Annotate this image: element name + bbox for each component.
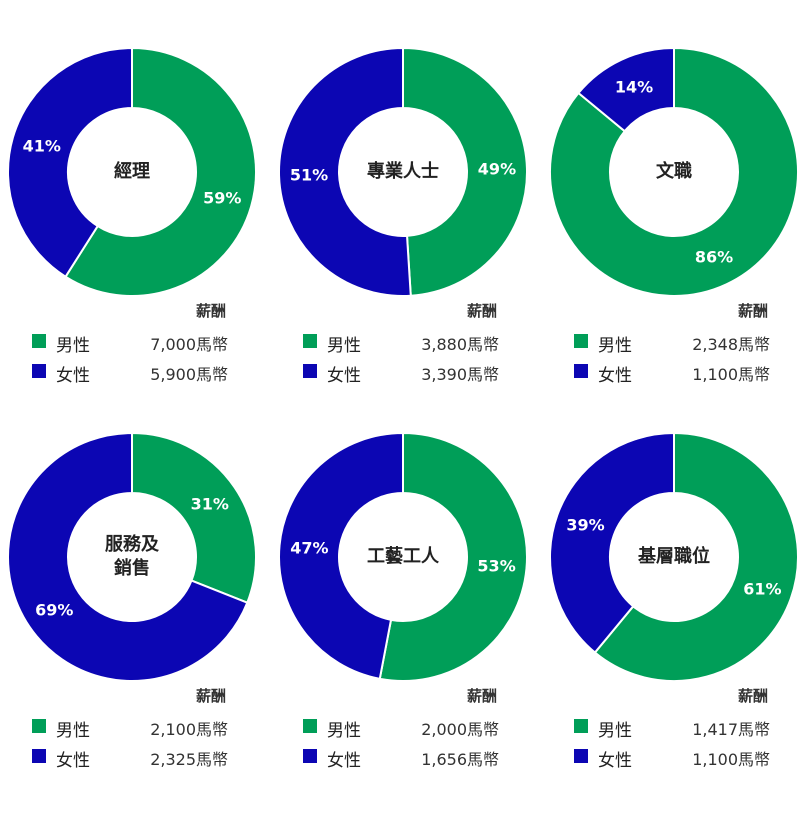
legend-row-male: 男性 2,348馬幣 bbox=[574, 329, 774, 356]
salary-header: 薪酬 bbox=[737, 687, 768, 705]
legend-row-female: 女性 3,390馬幣 bbox=[303, 359, 503, 386]
legend-row-female: 女性 2,325馬幣 bbox=[32, 744, 232, 771]
legend-label-male: 男性 bbox=[56, 721, 90, 741]
male-slice bbox=[549, 46, 799, 297]
legend-row-male: 男性 7,000馬幣 bbox=[32, 329, 232, 356]
legend-row-male: 男性 3,880馬幣 bbox=[303, 329, 503, 356]
chart-panel-managers: 59% 41% 經理 薪酬 男性 7,000馬幣 女性 5,900馬幣 bbox=[2, 42, 262, 422]
donut-chart: 31% 69% bbox=[7, 431, 257, 682]
female-percent-label: 39% bbox=[566, 516, 604, 535]
salary-male: 3,880馬幣 bbox=[421, 335, 499, 354]
center-label: 基層職位 bbox=[638, 546, 710, 567]
male-percent-label: 61% bbox=[743, 579, 781, 598]
salary-header: 薪酬 bbox=[737, 302, 768, 320]
female-percent-label: 51% bbox=[290, 165, 328, 184]
donut-chart: 59% 41% bbox=[7, 46, 257, 297]
salary-female: 2,325馬幣 bbox=[150, 750, 228, 769]
male-percent-label: 59% bbox=[203, 189, 241, 208]
legend-row-female: 女性 1,656馬幣 bbox=[303, 744, 503, 771]
legend-label-female: 女性 bbox=[598, 751, 632, 771]
female-percent-label: 69% bbox=[35, 600, 73, 619]
chart-panel-service-sales: 31% 69% 服務及 銷售 薪酬 男性 2,100馬幣 女性 2,325馬幣 bbox=[2, 427, 262, 807]
female-swatch bbox=[32, 749, 46, 763]
male-percent-label: 31% bbox=[191, 495, 229, 514]
legend-row-female: 女性 1,100馬幣 bbox=[574, 359, 774, 386]
male-slice bbox=[64, 46, 257, 297]
legend-label-male: 男性 bbox=[327, 721, 361, 741]
salary-header: 薪酬 bbox=[466, 687, 497, 705]
male-percent-label: 49% bbox=[478, 160, 516, 179]
salary-male: 1,417馬幣 bbox=[692, 720, 770, 739]
legend-label-male: 男性 bbox=[598, 721, 632, 741]
donut-chart: 53% 47% bbox=[278, 431, 528, 682]
legend-label-female: 女性 bbox=[56, 366, 90, 386]
chart-panel-craft-workers: 53% 47% 工藝工人 薪酬 男性 2,000馬幣 女性 1,656馬幣 bbox=[273, 427, 533, 807]
male-swatch bbox=[32, 334, 46, 348]
salary-header: 薪酬 bbox=[195, 687, 226, 705]
legend-row-male: 男性 2,100馬幣 bbox=[32, 714, 232, 741]
legend-row-male: 男性 2,000馬幣 bbox=[303, 714, 503, 741]
female-swatch bbox=[32, 364, 46, 378]
male-slice bbox=[131, 431, 257, 604]
male-swatch bbox=[574, 334, 588, 348]
center-label: 經理 bbox=[114, 161, 150, 182]
center-label: 文職 bbox=[656, 161, 692, 182]
male-percent-label: 53% bbox=[477, 556, 515, 575]
salary-female: 5,900馬幣 bbox=[150, 365, 228, 384]
female-swatch bbox=[303, 364, 317, 378]
female-slice bbox=[577, 46, 675, 133]
legend-row-female: 女性 1,100馬幣 bbox=[574, 744, 774, 771]
male-slice bbox=[402, 46, 528, 297]
legend-label-female: 女性 bbox=[327, 751, 361, 771]
salary-female: 3,390馬幣 bbox=[421, 365, 499, 384]
donut-chart: 61% 39% bbox=[549, 431, 799, 682]
legend-row-female: 女性 5,900馬幣 bbox=[32, 359, 232, 386]
salary-male: 2,348馬幣 bbox=[692, 335, 770, 354]
legend-label-female: 女性 bbox=[327, 366, 361, 386]
salary-female: 1,100馬幣 bbox=[692, 365, 770, 384]
male-swatch bbox=[32, 719, 46, 733]
female-slice bbox=[7, 46, 133, 279]
legend-label-male: 男性 bbox=[56, 336, 90, 356]
female-swatch bbox=[574, 364, 588, 378]
legend-label-male: 男性 bbox=[327, 336, 361, 356]
female-swatch bbox=[574, 749, 588, 763]
male-swatch bbox=[303, 334, 317, 348]
legend-row-male: 男性 1,417馬幣 bbox=[574, 714, 774, 741]
salary-male: 2,000馬幣 bbox=[421, 720, 499, 739]
center-label: 工藝工人 bbox=[367, 546, 439, 567]
female-swatch bbox=[303, 749, 317, 763]
female-slice bbox=[277, 46, 412, 297]
legend-label-female: 女性 bbox=[56, 751, 90, 771]
center-label: 服務及 銷售 bbox=[105, 534, 159, 579]
female-slice bbox=[278, 431, 404, 680]
male-slice bbox=[378, 431, 528, 682]
chart-panel-elementary: 61% 39% 基層職位 薪酬 男性 1,417馬幣 女性 1,100馬幣 bbox=[544, 427, 800, 807]
salary-male: 7,000馬幣 bbox=[150, 335, 228, 354]
female-percent-label: 47% bbox=[290, 539, 328, 558]
donut-chart: 86% 14% bbox=[549, 46, 799, 297]
salary-header: 薪酬 bbox=[466, 302, 497, 320]
legend-label-male: 男性 bbox=[598, 336, 632, 356]
male-swatch bbox=[574, 719, 588, 733]
female-percent-label: 14% bbox=[615, 77, 653, 96]
salary-female: 1,100馬幣 bbox=[692, 750, 770, 769]
chart-panel-clerical: 86% 14% 文職 薪酬 男性 2,348馬幣 女性 1,100馬幣 bbox=[544, 42, 800, 422]
salary-header: 薪酬 bbox=[195, 302, 226, 320]
center-label: 專業人士 bbox=[367, 161, 439, 182]
female-percent-label: 41% bbox=[23, 136, 61, 155]
male-swatch bbox=[303, 719, 317, 733]
salary-female: 1,656馬幣 bbox=[421, 750, 499, 769]
female-slice bbox=[7, 431, 249, 682]
donut-chart: 49% 51% bbox=[277, 46, 528, 297]
female-slice bbox=[549, 431, 675, 654]
chart-panel-professionals: 49% 51% 專業人士 薪酬 男性 3,880馬幣 女性 3,390馬幣 bbox=[273, 42, 533, 422]
male-percent-label: 86% bbox=[695, 248, 733, 267]
male-slice bbox=[593, 431, 799, 682]
salary-male: 2,100馬幣 bbox=[150, 720, 228, 739]
legend-label-female: 女性 bbox=[598, 366, 632, 386]
